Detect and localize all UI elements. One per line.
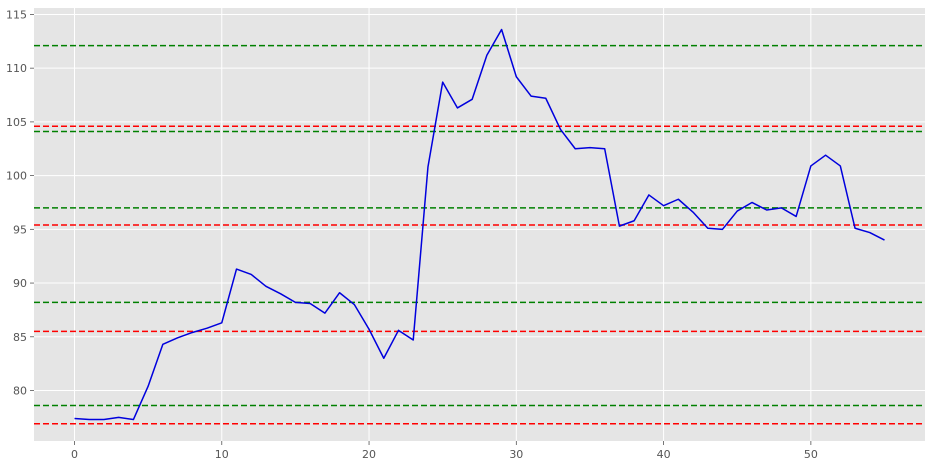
data-point: [88, 419, 90, 421]
series-layer: [74, 28, 886, 421]
x-tick-label: 30: [509, 448, 523, 461]
data-point: [147, 385, 149, 387]
data-point: [280, 293, 282, 295]
data-point: [825, 154, 827, 156]
data-point: [545, 97, 547, 99]
series-line: [74, 28, 885, 421]
x-tick-label: 20: [362, 448, 376, 461]
data-point: [442, 81, 444, 83]
data-point: [471, 99, 473, 101]
data-point: [501, 29, 503, 31]
data-point: [221, 322, 223, 324]
x-tick-label: 40: [657, 448, 671, 461]
data-point: [530, 95, 532, 97]
y-tick-label: 85: [13, 331, 27, 344]
x-tick-label: 0: [71, 448, 78, 461]
data-point: [309, 303, 311, 305]
data-point: [118, 417, 120, 419]
data-point: [781, 207, 783, 209]
data-point: [707, 227, 709, 229]
data-point: [795, 216, 797, 218]
data-point: [722, 229, 724, 231]
data-point: [368, 328, 370, 330]
data-point: [854, 227, 856, 229]
data-point: [810, 165, 812, 167]
data-point: [206, 327, 208, 329]
data-point: [560, 129, 562, 131]
data-point: [398, 330, 400, 332]
y-tick-label: 80: [13, 385, 27, 398]
data-point: [339, 292, 341, 294]
y-tick-label: 115: [6, 8, 27, 21]
data-point: [678, 198, 680, 200]
data-point: [324, 312, 326, 314]
data-point: [74, 418, 76, 420]
axis-ticks: 0 10 20 30 40 50 80 85 90 95 100 105 110 115: [6, 8, 818, 461]
data-point: [295, 302, 297, 304]
data-point: [840, 165, 842, 167]
data-point: [604, 148, 606, 150]
data-point: [633, 220, 635, 222]
y-tick-label: 95: [13, 223, 27, 236]
data-point: [177, 337, 179, 339]
data-point: [619, 225, 621, 227]
data-point: [162, 344, 164, 346]
data-point: [574, 148, 576, 150]
data-point: [663, 205, 665, 207]
y-tick-label: 90: [13, 277, 27, 290]
data-point: [751, 202, 753, 204]
data-point: [250, 274, 252, 276]
data-point: [486, 54, 488, 56]
data-point: [427, 166, 429, 168]
data-point: [736, 210, 738, 212]
x-tick-label: 10: [215, 448, 229, 461]
data-point: [236, 268, 238, 270]
threshold-lines: [34, 44, 925, 425]
data-point: [412, 339, 414, 341]
y-tick-label: 100: [6, 170, 27, 183]
data-point: [589, 147, 591, 149]
data-point: [516, 76, 518, 78]
data-point: [103, 419, 105, 421]
data-point: [192, 332, 194, 334]
data-point: [457, 107, 459, 109]
y-tick-label: 105: [6, 116, 27, 129]
data-point: [133, 419, 135, 421]
data-point: [383, 357, 385, 359]
data-point: [869, 232, 871, 234]
data-point: [766, 209, 768, 211]
data-point: [692, 211, 694, 213]
y-tick-label: 110: [6, 62, 27, 75]
x-tick-label: 50: [804, 448, 818, 461]
data-point: [884, 239, 886, 241]
data-point: [265, 285, 267, 287]
data-point: [648, 194, 650, 196]
data-point: [354, 304, 356, 306]
